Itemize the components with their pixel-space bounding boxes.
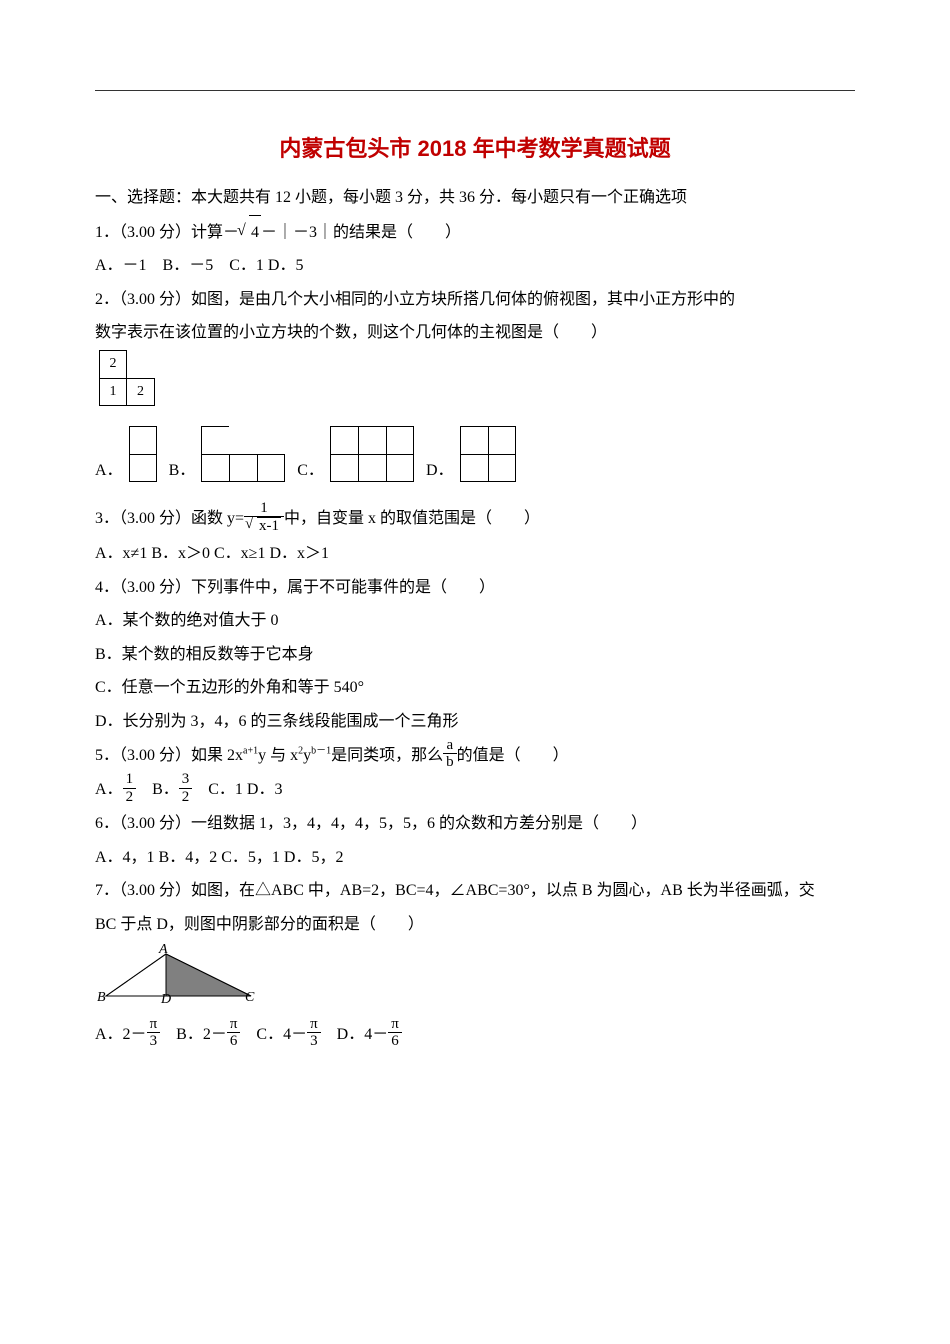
- title: 内蒙古包头市 2018 年中考数学真题试题: [95, 131, 855, 163]
- q5-b-den: 2: [179, 789, 193, 806]
- q7-c-label: C．4－: [240, 1026, 307, 1043]
- section-1-heading: 一、选择题：本大题共有 12 小题，每小题 3 分，共 36 分．每小题只有一个…: [95, 181, 855, 215]
- q5-d: 是同类项，那么: [331, 747, 443, 764]
- q7-label-a: A: [159, 942, 168, 958]
- q7-c-num: π: [307, 1016, 321, 1034]
- q5-opt-a-frac: 12: [123, 771, 137, 805]
- triangle-icon: [101, 946, 261, 1006]
- topview-cell: 2: [127, 378, 155, 406]
- q1-options: A．－1 B．－5 C．1 D．5: [95, 249, 855, 283]
- q5-frac-num: a: [443, 737, 457, 755]
- q5-b-num: 3: [179, 771, 193, 789]
- q3-text-a: 3．（3.00 分）函数 y=: [95, 510, 244, 527]
- q1-text-a: 1．（3.00 分）计算－: [95, 224, 239, 241]
- q7-b-den: 6: [227, 1033, 241, 1050]
- q2-opt-b-label: B．: [169, 456, 196, 480]
- q3-den-rad: x-1: [257, 517, 281, 535]
- q5-exp1: a+1: [243, 745, 258, 756]
- q5-c: y: [303, 747, 311, 764]
- spacer: [95, 406, 855, 420]
- q2-opt-a-shape: [129, 426, 157, 482]
- q7-d-label: D．4－: [321, 1026, 389, 1043]
- q7-label-d: D: [161, 992, 171, 1008]
- q4-stem: 4．（3.00 分）下列事件中，属于不可能事件的是（ ）: [95, 571, 855, 605]
- q2-opt-c-shape: [330, 426, 414, 482]
- q6-options: A．4，1 B．4，2 C．5，1 D．5，2: [95, 841, 855, 875]
- q5-a-den: 2: [123, 789, 137, 806]
- q5-exp3: b－1: [311, 745, 331, 756]
- q5-opt-a-label: A．: [95, 781, 123, 798]
- q7-stem-2: BC 于点 D，则图中阴影部分的面积是（ ）: [95, 908, 855, 942]
- q7-a-frac: π3: [147, 1016, 161, 1050]
- q5-e: 的值是（ ）: [457, 747, 569, 764]
- q7-figure: A B D C: [101, 946, 261, 1016]
- q3-options: A．x≠1 B．x＞0 C．x≥1 D．x＞1: [95, 537, 855, 571]
- q2-opt-a-label: A．: [95, 456, 123, 480]
- q2-opt-c-label: C．: [297, 456, 324, 480]
- q3-num: 1: [244, 500, 284, 518]
- q5-opt-b-frac: 32: [179, 771, 193, 805]
- q7-options: A．2－π3 B．2－π6 C．4－π3 D．4－π6: [95, 1018, 855, 1052]
- q7-c-frac: π3: [307, 1016, 321, 1050]
- q3-text-b: 中，自变量 x 的取值范围是（ ）: [284, 510, 540, 527]
- q5-stem: 5．（3.00 分）如果 2xa+1y 与 x2yb－1是同类项，那么ab的值是…: [95, 739, 855, 773]
- q5-a-num: 1: [123, 771, 137, 789]
- q7-b-label: B．2－: [160, 1026, 227, 1043]
- q3-stem: 3．（3.00 分）函数 y=1x-1中，自变量 x 的取值范围是（ ）: [95, 502, 855, 537]
- sqrt-icon: x-1: [247, 517, 281, 535]
- q7-d-frac: π6: [388, 1016, 402, 1050]
- top-rule: [95, 90, 855, 91]
- q5-frac: ab: [443, 737, 457, 771]
- page: 内蒙古包头市 2018 年中考数学真题试题 一、选择题：本大题共有 12 小题，…: [0, 0, 950, 1344]
- q7-a-den: 3: [147, 1033, 161, 1050]
- q2-opt-d-label: D．: [426, 456, 454, 480]
- topview-cell: 2: [99, 350, 127, 378]
- q7-a-label: A．2－: [95, 1026, 147, 1043]
- q7-label-b: B: [97, 990, 106, 1006]
- q1-radicand: 4: [249, 215, 261, 250]
- q5-options: A．12 B．32 C．1 D．3: [95, 773, 855, 807]
- q2-stem-1: 2．（3.00 分）如图，是由几个大小相同的小立方块所搭几何体的俯视图，其中小正…: [95, 283, 855, 317]
- q7-c-den: 3: [307, 1033, 321, 1050]
- q2-opt-d-shape: [460, 426, 516, 482]
- q4-opt-d: D．长分别为 3，4，6 的三条线段能围成一个三角形: [95, 705, 855, 739]
- sqrt-icon: 4: [239, 215, 261, 250]
- q5-frac-den: b: [443, 754, 457, 771]
- q2-options-row: A． B． C． D．: [95, 426, 855, 482]
- q1-text-b: －｜－3｜的结果是（ ）: [261, 224, 461, 241]
- q3-den: x-1: [244, 517, 284, 535]
- q7-d-num: π: [388, 1016, 402, 1034]
- q7-label-c: C: [245, 990, 254, 1006]
- spacer: [95, 492, 855, 502]
- q7-d-den: 6: [388, 1033, 402, 1050]
- q4-opt-a: A．某个数的绝对值大于 0: [95, 604, 855, 638]
- q6-stem: 6．（3.00 分）一组数据 1，3，4，4，4，5，5，6 的众数和方差分别是…: [95, 807, 855, 841]
- q3-fraction: 1x-1: [244, 500, 284, 535]
- q1-stem: 1．（3.00 分）计算－ 4－｜－3｜的结果是（ ）: [95, 215, 855, 250]
- q7-a-num: π: [147, 1016, 161, 1034]
- q2-opt-b-shape: [201, 426, 285, 482]
- q5-a: 5．（3.00 分）如果 2x: [95, 747, 243, 764]
- q7-b-frac: π6: [227, 1016, 241, 1050]
- q5-opt-b-label: B．: [136, 781, 179, 798]
- q5-b: y 与 x: [258, 747, 298, 764]
- q4-opt-c: C．任意一个五边形的外角和等于 540°: [95, 671, 855, 705]
- q7-stem-1: 7．（3.00 分）如图，在△ABC 中，AB=2，BC=4，∠ABC=30°，…: [95, 874, 855, 908]
- q4-opt-b: B．某个数的相反数等于它本身: [95, 638, 855, 672]
- q2-stem-2: 数字表示在该位置的小立方块的个数，则这个几何体的主视图是（ ）: [95, 316, 855, 350]
- q2-top-view: 2 1 2: [99, 350, 155, 406]
- topview-cell: 1: [99, 378, 127, 406]
- q7-b-num: π: [227, 1016, 241, 1034]
- q5-opts-tail: C．1 D．3: [192, 781, 282, 798]
